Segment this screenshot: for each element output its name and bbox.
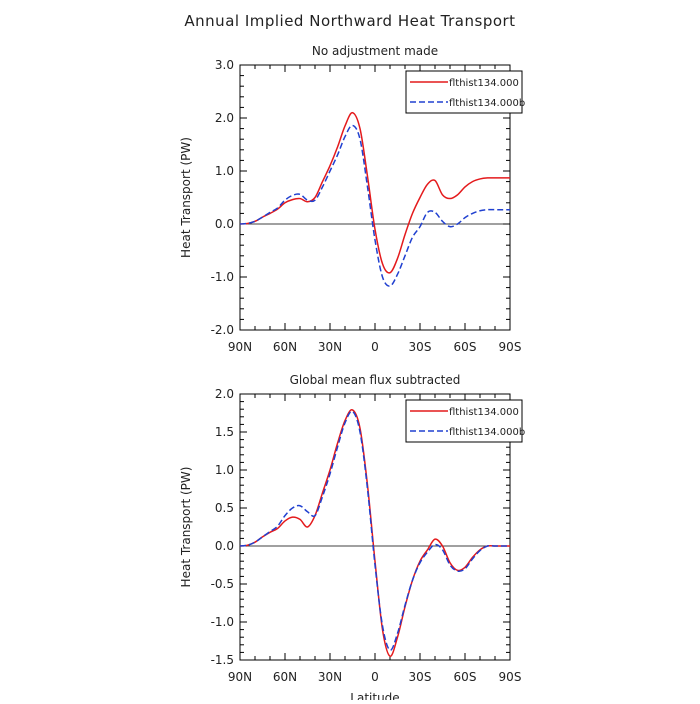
x-tick-label: 30N xyxy=(318,340,342,354)
panel-title: No adjustment made xyxy=(312,44,438,58)
x-tick-label: 90N xyxy=(228,340,252,354)
x-tick-label: 0 xyxy=(371,340,379,354)
y-tick-label: 2.0 xyxy=(215,111,234,125)
y-tick-label: 0.0 xyxy=(215,217,234,231)
x-tick-label: 90S xyxy=(499,670,522,684)
legend-label-2: flthist134.000b xyxy=(449,98,525,109)
legend-label-1: flthist134.000 xyxy=(449,407,519,418)
y-tick-label: -0.5 xyxy=(211,577,234,591)
x-tick-label: 90S xyxy=(499,340,522,354)
legend-label-1: flthist134.000 xyxy=(449,78,519,89)
panel-title: Global mean flux subtracted xyxy=(290,373,461,387)
x-tick-label: 0 xyxy=(371,670,379,684)
y-tick-label: 1.0 xyxy=(215,164,234,178)
y-tick-label: -1.0 xyxy=(211,615,234,629)
x-tick-label: 60S xyxy=(454,670,477,684)
x-tick-label: 30N xyxy=(318,670,342,684)
x-tick-label: 30S xyxy=(409,340,432,354)
series-line-2 xyxy=(239,410,510,651)
legend-box xyxy=(405,399,523,443)
x-axis-label: Latitude xyxy=(350,691,399,700)
y-tick-label: 1.5 xyxy=(215,425,234,439)
x-tick-label: 60N xyxy=(273,340,297,354)
x-tick-label: 90N xyxy=(228,670,252,684)
legend: flthist134.000 flthist134.000b xyxy=(405,70,525,114)
y-tick-label: 2.0 xyxy=(215,387,234,401)
y-tick-label: 1.0 xyxy=(215,463,234,477)
legend: flthist134.000 flthist134.000b xyxy=(405,399,525,443)
y-tick-label: 3.0 xyxy=(215,58,234,72)
y-tick-label: -1.5 xyxy=(211,653,234,667)
series-line-1 xyxy=(239,111,510,274)
y-tick-label: 0.0 xyxy=(215,539,234,553)
y-tick-label: -1.0 xyxy=(211,270,234,284)
x-tick-label: 60S xyxy=(454,340,477,354)
chart-panel-2: Global mean flux subtracted 90N 60N 30N 0 30S… xyxy=(179,373,525,704)
series-line-2 xyxy=(239,124,510,287)
figure-title: Annual Implied Northward Heat Transport xyxy=(184,12,516,30)
chart-panel-1: No adjustment made 90N 60N 30N 0 30S 60S 90S -2.… xyxy=(179,44,525,354)
y-axis-label: Heat Transport (PW) xyxy=(179,137,193,258)
series-line-1 xyxy=(239,409,510,657)
legend-label-2: flthist134.000b xyxy=(449,427,525,438)
y-axis-label: Heat Transport (PW) xyxy=(179,467,193,588)
y-tick-label: -2.0 xyxy=(211,323,234,337)
legend-box xyxy=(405,70,523,114)
x-tick-label: 60N xyxy=(273,670,297,684)
x-tick-label: 30S xyxy=(409,670,432,684)
y-tick-label: 0.5 xyxy=(215,501,234,515)
